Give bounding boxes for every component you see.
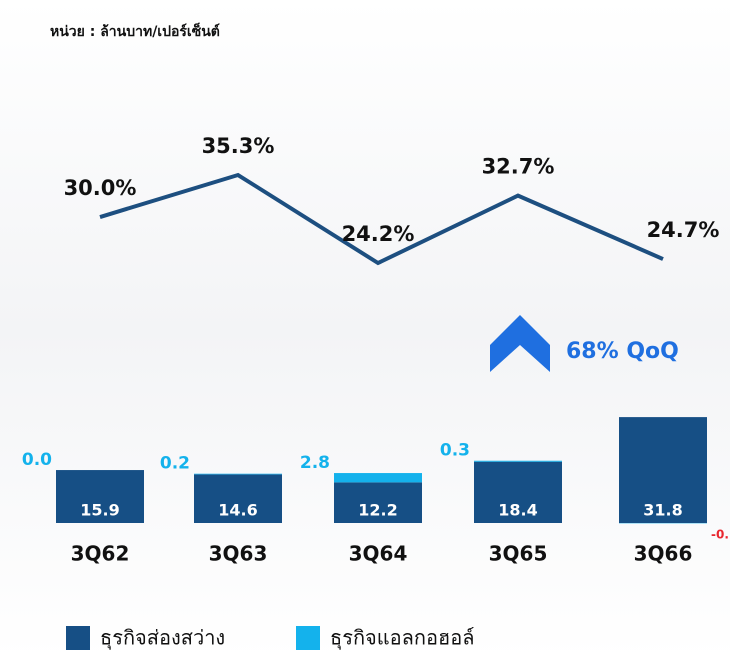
line-value-label: 24.7% xyxy=(647,218,720,242)
x-tick-label: 3Q65 xyxy=(489,542,548,566)
line-value-label: 24.2% xyxy=(342,222,415,246)
bar-value-label: 12.2 xyxy=(358,501,397,520)
legend-label: ธุรกิจส่องสว่าง xyxy=(100,626,225,651)
bar xyxy=(334,482,422,523)
line-value-label: 30.0% xyxy=(64,176,137,200)
legend-label: ธุรกิจแอลกอฮอล์ xyxy=(330,626,475,651)
bar-segment xyxy=(194,473,282,475)
line-value-label: 35.3% xyxy=(202,134,275,158)
x-tick-label: 3Q64 xyxy=(349,542,408,566)
bar xyxy=(619,417,707,523)
x-tick-label: 3Q66 xyxy=(634,542,693,566)
bar-value-label: 14.6 xyxy=(218,501,257,520)
bar-segment xyxy=(334,473,422,483)
up-arrow-icon xyxy=(490,315,550,372)
bar xyxy=(474,461,562,523)
legend-swatch xyxy=(296,626,320,650)
segment-value-label: -0. xyxy=(711,528,729,542)
qoq-annotation: 68% QoQ xyxy=(566,339,679,364)
bar-value-label: 31.8 xyxy=(643,501,682,520)
segment-value-label: 0.3 xyxy=(440,441,470,461)
legend-swatch xyxy=(66,626,90,650)
margin-line xyxy=(99,172,664,266)
line-value-label: 32.7% xyxy=(482,155,555,179)
unit-label: หน่วย : ล้านบาท/เปอร์เซ็นต์ xyxy=(50,22,220,40)
bar xyxy=(56,470,144,523)
x-tick-label: 3Q62 xyxy=(71,542,130,566)
segment-value-label: 2.8 xyxy=(300,453,330,473)
segment-value-label: 0.2 xyxy=(160,454,190,474)
bar-value-label: 15.9 xyxy=(80,501,119,520)
x-tick-label: 3Q63 xyxy=(209,542,268,566)
bar-segment xyxy=(474,460,562,462)
segment-value-label: 0.0 xyxy=(22,450,52,470)
bar-value-label: 18.4 xyxy=(498,501,537,520)
bar xyxy=(194,474,282,523)
